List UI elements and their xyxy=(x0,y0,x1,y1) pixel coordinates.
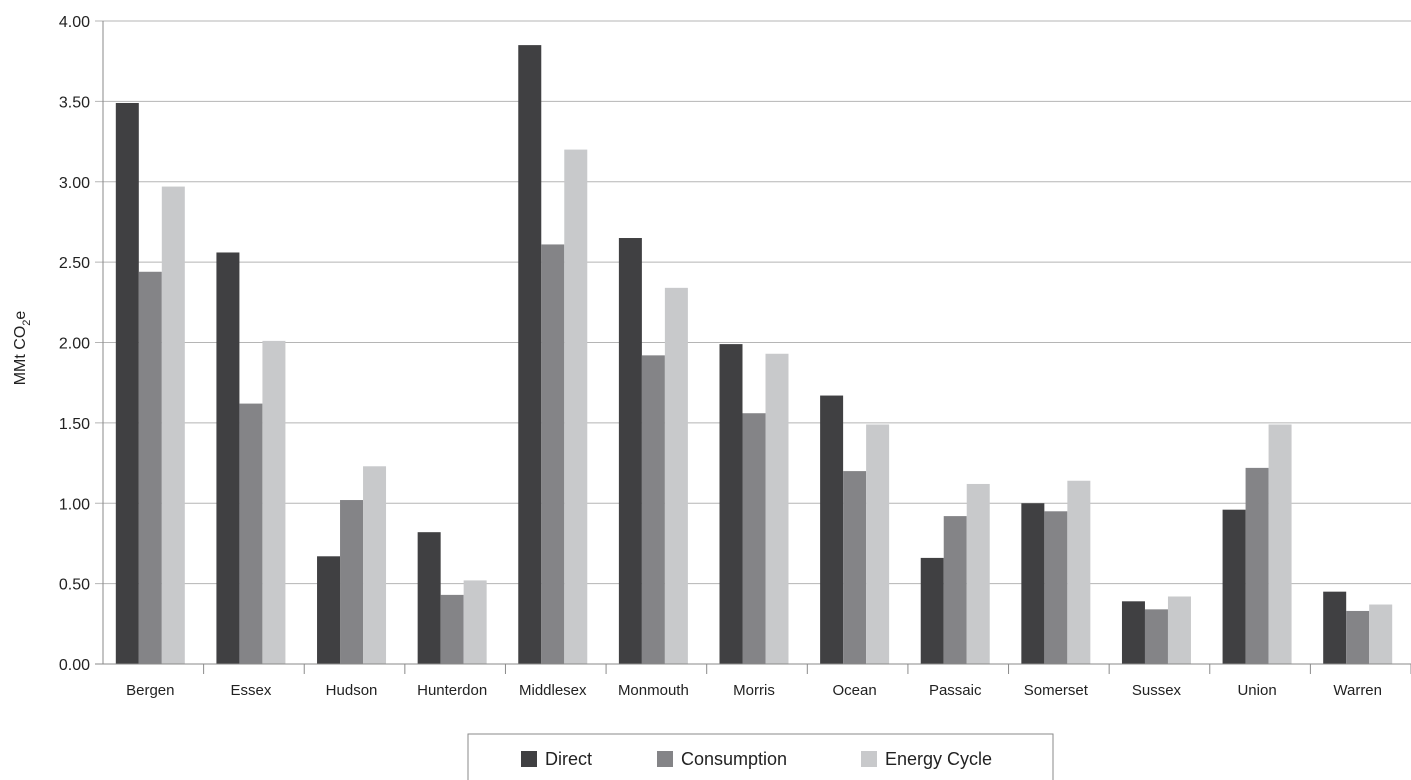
bar xyxy=(966,483,990,664)
legend-label: Energy Cycle xyxy=(885,749,992,769)
bar xyxy=(1044,511,1068,664)
bar xyxy=(765,353,789,664)
bar xyxy=(564,149,588,665)
bar xyxy=(1222,509,1246,664)
bar xyxy=(1268,424,1292,664)
bar xyxy=(262,340,286,664)
y-axis-title-main: MMt CO xyxy=(12,326,29,386)
x-tick-label: Bergen xyxy=(126,682,174,699)
y-axis-title-sub: 2 xyxy=(21,320,33,326)
bar xyxy=(943,516,967,664)
legend-swatch xyxy=(521,751,537,767)
y-tick-label: 2.50 xyxy=(59,255,90,272)
bar xyxy=(317,556,341,664)
axes xyxy=(95,21,1411,674)
y-tick-label: 4.00 xyxy=(59,14,90,31)
bar xyxy=(1121,601,1145,664)
bar xyxy=(742,413,766,664)
bar xyxy=(363,466,387,664)
x-tick-label: Sussex xyxy=(1132,682,1182,699)
bar xyxy=(1323,591,1347,664)
legend-swatch xyxy=(861,751,877,767)
bar xyxy=(518,45,542,665)
x-tick-label: Monmouth xyxy=(618,682,689,699)
y-axis-title: MMt CO2e xyxy=(12,311,33,386)
bar xyxy=(216,252,240,665)
y-tick-label: 1.50 xyxy=(59,416,90,433)
bar xyxy=(920,557,944,664)
x-tick-label: Warren xyxy=(1333,682,1382,699)
bar xyxy=(239,403,263,664)
x-tick-label: Essex xyxy=(230,682,271,699)
bar xyxy=(115,102,139,665)
x-tick-label: Ocean xyxy=(833,682,877,699)
bar xyxy=(820,395,844,664)
y-axis-title-suffix: e xyxy=(12,311,29,320)
bar xyxy=(843,471,867,664)
bar xyxy=(866,424,890,664)
bar xyxy=(641,355,665,664)
x-axis-labels: Bergen Essex Hudson Hunterdon Middlesex Monmo… xyxy=(126,682,1382,699)
y-tick-label: 3.50 xyxy=(59,94,90,111)
y-tick-label: 0.00 xyxy=(59,657,90,674)
bar xyxy=(440,594,464,664)
y-tick-label: 1.00 xyxy=(59,496,90,513)
bar xyxy=(1245,467,1269,664)
legend-swatch xyxy=(657,751,673,767)
x-tick-label: Somerset xyxy=(1024,682,1089,699)
x-tick-label: Hunterdon xyxy=(417,682,487,699)
legend-label: Consumption xyxy=(681,749,787,769)
bar xyxy=(463,580,487,664)
y-tick-label: 2.00 xyxy=(59,336,90,353)
bar xyxy=(618,238,642,664)
y-tick-label: 0.50 xyxy=(59,577,90,594)
legend-label: Direct xyxy=(545,749,592,769)
legend-box xyxy=(467,733,1054,780)
x-tick-label: Passaic xyxy=(929,682,982,699)
bar xyxy=(1021,503,1045,664)
x-tick-label: Morris xyxy=(733,682,775,699)
bar xyxy=(417,532,441,664)
bar xyxy=(541,244,565,664)
bar xyxy=(161,186,185,664)
x-tick-label: Middlesex xyxy=(519,682,587,699)
legend: Direct Consumption Energy Cycle xyxy=(467,733,1054,780)
bar xyxy=(340,500,364,664)
x-tick-label: Hudson xyxy=(326,682,378,699)
x-tick-label: Union xyxy=(1237,682,1276,699)
bar xyxy=(719,344,743,664)
bar xyxy=(664,287,688,664)
y-tick-label: 3.00 xyxy=(59,175,90,192)
bar xyxy=(138,271,162,664)
bar xyxy=(1346,610,1370,664)
bar xyxy=(1167,596,1191,664)
bar xyxy=(1144,609,1168,664)
y-axis-ticks: 0.00 0.50 1.00 1.50 2.00 2.50 3.00 3.50 4.00 xyxy=(59,14,90,674)
bar xyxy=(1067,480,1091,664)
bars xyxy=(115,45,1393,665)
bar xyxy=(1369,604,1393,664)
